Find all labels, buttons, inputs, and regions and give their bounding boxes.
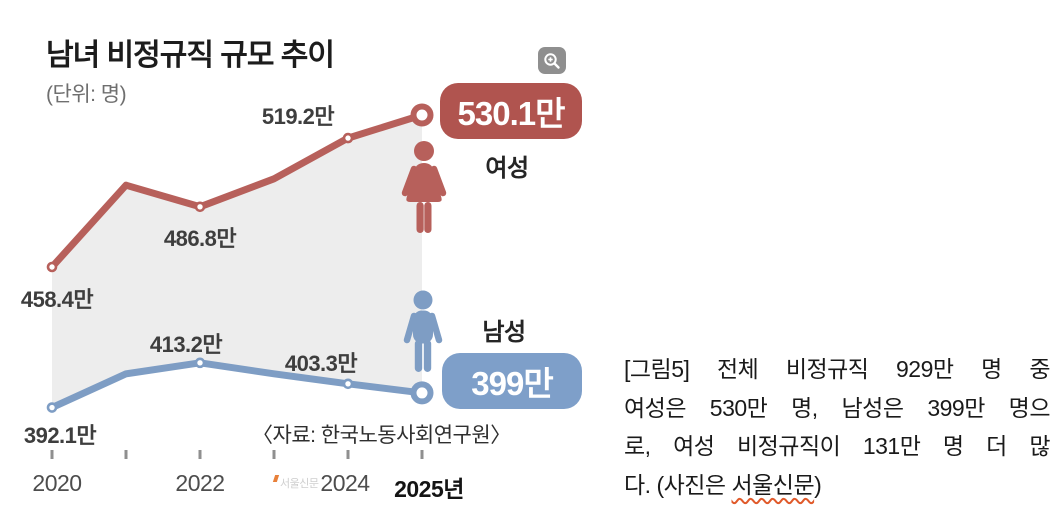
caption-line-2: 여성은 530만 명, 남성은 399만 명으 [624, 394, 1051, 421]
x-axis-label-2022: 2022 [175, 470, 225, 496]
magnifier-plus-icon [542, 51, 562, 71]
zoom-button[interactable] [538, 47, 566, 74]
figure-caption: [그림5] 전체 비정규직 929만 명 중 여성은 530만 명, 남성은 3… [624, 350, 1051, 505]
series-label-men: 남성 [482, 319, 526, 346]
caption-line-3: 로, 여성 비정규직이 131만 명 더 많 [624, 433, 1051, 459]
line-chart-canvas [46, 103, 434, 459]
x-axis-label-2024: 2024 [320, 470, 370, 496]
x-axis-label-2025: 2025년 [394, 476, 464, 502]
chart-unit-label: (단위: 명) [46, 83, 127, 106]
value-label-men-2024: 403.3만 [284, 351, 358, 376]
newspaper-watermark: 서울신문 [274, 475, 319, 491]
value-label-men-2022: 413.2만 [149, 332, 223, 357]
chart-title: 남녀 비정규직 규모 추이 [46, 39, 335, 72]
value-label-women-2024: 519.2만 [261, 104, 335, 129]
x-axis-label-2020: 2020 [32, 470, 82, 496]
caption-line-4: 다. (사진은 서울신문) [624, 466, 1050, 505]
man-icon [400, 290, 446, 379]
value-label-women-2022: 486.8만 [163, 226, 237, 251]
source-note: 〈자료: 한국노동사회연구원〉 [252, 424, 511, 447]
badge-women-value: 530.1만 [440, 83, 582, 139]
woman-icon [398, 140, 450, 240]
caption-line-1: [그림5] 전체 비정규직 929만 명 중 [624, 356, 1051, 382]
badge-men-value: 399만 [442, 353, 582, 409]
value-label-men-2020: 392.1만 [23, 423, 97, 448]
value-label-women-2020: 458.4만 [20, 287, 94, 312]
caption-line-4-prefix: 다. (사진은 [624, 471, 732, 498]
chart-panel: 남녀 비정규직 규모 추이 (단위: 명) 458.4만 486.8만 519.… [0, 0, 600, 516]
caption-underlined-word: 서울신문 [731, 471, 815, 498]
caption-line-4-suffix: ) [814, 471, 822, 498]
series-label-women: 여성 [485, 155, 529, 182]
